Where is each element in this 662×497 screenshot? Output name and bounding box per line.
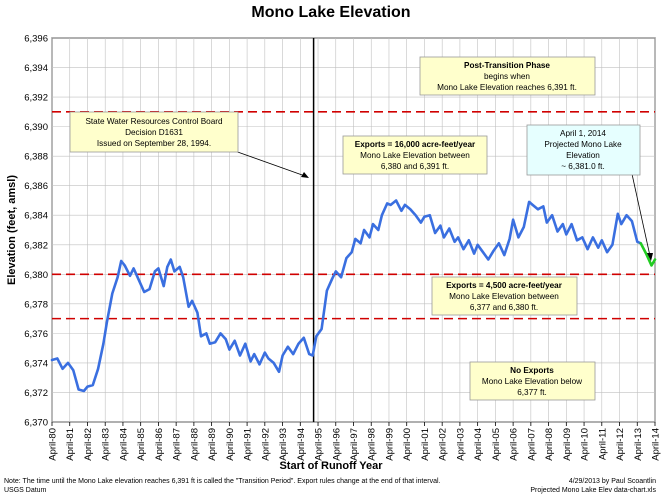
x-tick-label: April-85 (136, 428, 147, 461)
transition-note: Note: The time until the Mono Lake eleva… (4, 478, 441, 485)
chart-title: Mono Lake Elevation (251, 4, 410, 21)
y-tick-label: 6,376 (24, 329, 48, 340)
x-tick-label: April-12 (615, 428, 626, 461)
x-tick-label: April-08 (544, 428, 555, 461)
series-lines (50, 199, 657, 393)
x-tick-label: April-82 (83, 428, 94, 461)
x-tick-label: April-93 (278, 428, 289, 461)
y-tick-label: 6,388 (24, 152, 48, 163)
x-tick-label: April-99 (384, 428, 395, 461)
y-tick-label: 6,382 (24, 240, 48, 251)
elevation-series (50, 199, 643, 393)
x-tick-label: April-13 (633, 428, 644, 461)
x-tick-label: April-10 (580, 428, 591, 461)
post-transition-line-1: Post-Transition Phase (464, 61, 550, 70)
exports-4500-line-3: 6,377 and 6,380 ft. (470, 303, 538, 312)
x-tick-label: April-11 (597, 428, 608, 460)
projected-box: April 1, 2014 Projected Mono Lake Elevat… (526, 124, 641, 176)
x-tick-label: April-04 (473, 428, 484, 461)
decision-line-2: Decision D1631 (125, 128, 183, 137)
exports-4500-box: Exports = 4,500 acre-feet/year Mono Lake… (431, 276, 578, 316)
x-tick-labels: April-80 April-81 April-82 April-83 April-84… (48, 428, 662, 461)
x-tick-label: April-09 (562, 428, 573, 461)
author-note: 4/29/2013 by Paul Scoantlin (569, 478, 656, 485)
y-tick-label: 6,394 (24, 63, 48, 74)
x-tick-label: April-96 (331, 428, 342, 461)
x-tick-label: April-80 (48, 428, 59, 461)
no-exports-line-2: Mono Lake Elevation below (482, 377, 582, 386)
x-tick-label: April-86 (154, 428, 165, 461)
exports-16000-box: Exports = 16,000 acre-feet/year Mono Lak… (342, 135, 488, 175)
no-exports-line-3: 6,377 ft. (517, 388, 547, 397)
y-tick-labels: 6,370 6,372 6,374 6,376 6,378 6,380 6,382 6,384… (24, 34, 48, 429)
x-tick-label: April-06 (509, 428, 520, 461)
datum-note: USGS Datum (4, 487, 47, 494)
decision-line-3: Issued on September 28, 1994. (97, 139, 211, 148)
x-tick-label: April-89 (207, 428, 218, 461)
post-transition-box: Post-Transition Phase begins when Mono L… (419, 56, 596, 96)
x-tick-label: April-07 (526, 428, 537, 461)
exports-4500-line-2: Mono Lake Elevation between (449, 292, 559, 301)
y-tick-label: 6,374 (24, 358, 48, 369)
no-exports-box: No Exports Mono Lake Elevation below 6,3… (469, 361, 596, 401)
projected-arrow (631, 173, 653, 261)
x-tick-label: April-84 (118, 428, 129, 461)
x-tick-label: April-97 (349, 428, 360, 461)
x-tick-label: April-95 (314, 428, 325, 461)
exports-16000-line-1: Exports = 16,000 acre-feet/year (355, 140, 476, 149)
x-tick-label: April-00 (402, 428, 413, 461)
exports-16000-line-3: 6,380 and 6,391 ft. (381, 162, 449, 171)
projected-line-4: ~ 6,381.0 ft. (561, 162, 604, 171)
y-axis-title: Elevation (feet, amsl) (6, 175, 18, 285)
x-tick-label: April-03 (455, 428, 466, 461)
x-tick-label: April-88 (189, 428, 200, 461)
x-tick-label: April-83 (101, 428, 112, 461)
projected-line-3: Elevation (566, 151, 600, 160)
post-transition-line-2: begins when (484, 72, 530, 81)
x-tick-label: April-91 (243, 428, 254, 461)
post-transition-line-3: Mono Lake Elevation reaches 6,391 ft. (437, 83, 577, 92)
x-tick-label: April-05 (491, 428, 502, 461)
y-tick-label: 6,390 (24, 122, 48, 133)
projected-line-1: April 1, 2014 (560, 129, 606, 138)
y-tick-label: 6,396 (24, 34, 48, 45)
projected-line-2: Projected Mono Lake (544, 140, 622, 149)
x-tick-label: April-81 (65, 428, 76, 461)
y-tick-label: 6,372 (24, 388, 48, 399)
x-tick-label: April-14 (651, 428, 662, 461)
decision-arrow (231, 149, 309, 178)
y-tick-label: 6,392 (24, 93, 48, 104)
x-tick-label: April-87 (172, 428, 183, 461)
y-tick-label: 6,384 (24, 211, 48, 222)
file-note: Projected Mono Lake Elev data-chart.xls (530, 487, 656, 494)
projected-series (639, 242, 657, 267)
y-tick-label: 6,378 (24, 299, 48, 310)
x-tick-label: April-94 (296, 428, 307, 461)
y-tick-label: 6,370 (24, 418, 48, 429)
exports-16000-line-2: Mono Lake Elevation between (360, 151, 470, 160)
y-tick-label: 6,386 (24, 181, 48, 192)
x-tick-label: April-92 (260, 428, 271, 461)
x-tick-label: April-90 (225, 428, 236, 461)
x-axis-title: Start of Runoff Year (279, 460, 383, 472)
decision-line-1: State Water Resources Control Board (85, 117, 223, 126)
y-tick-label: 6,380 (24, 270, 48, 281)
x-tick-label: April-01 (420, 428, 431, 461)
no-exports-line-1: No Exports (510, 366, 554, 375)
exports-4500-line-1: Exports = 4,500 acre-feet/year (446, 281, 563, 290)
decision-box: State Water Resources Control Board Deci… (69, 111, 239, 153)
x-tick-label: April-98 (367, 428, 378, 461)
x-tick-label: April-02 (438, 428, 449, 461)
